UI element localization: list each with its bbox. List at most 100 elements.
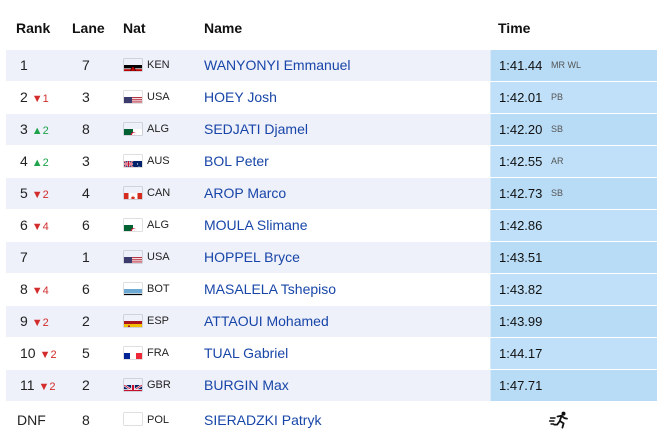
time-cell: 1:42.20 SB bbox=[490, 114, 657, 145]
nat-code: ESP bbox=[147, 315, 169, 327]
rank-cell: 9▼2 bbox=[20, 306, 68, 337]
time-value: 1:42.55 bbox=[499, 146, 542, 177]
athlete-name-link[interactable]: AROP Marco bbox=[204, 178, 484, 209]
time-cell: 1:42.55 AR bbox=[490, 146, 657, 177]
record-badge: AR bbox=[551, 146, 564, 177]
time-value: 1:43.82 bbox=[499, 274, 542, 305]
rank-cell: 7 bbox=[20, 242, 68, 273]
nat-cell: POL bbox=[124, 402, 194, 438]
nat-cell: USA bbox=[124, 82, 194, 113]
esp-flag-icon bbox=[124, 315, 142, 327]
athlete-name-link[interactable]: BOL Peter bbox=[204, 146, 484, 177]
rank-cell: 11▼2 bbox=[20, 370, 68, 401]
nat-header[interactable]: Nat bbox=[123, 20, 146, 36]
fra-flag-icon bbox=[124, 347, 142, 359]
time-cell: 1:43.51 bbox=[490, 242, 657, 273]
table-row[interactable]: 6▼4 6 ALG MOULA Slimane 1:42.86 bbox=[6, 210, 656, 242]
table-row[interactable]: 8 ▼4 6 BOT MASALELA Tshepiso 1:43.82 bbox=[6, 274, 656, 306]
results-table: Rank Lane Nat Name Time 1 7 KEN WANYONYI Em… bbox=[0, 0, 666, 429]
time-cell: 1:44.17 bbox=[490, 338, 657, 369]
rank-value: DNF bbox=[17, 402, 65, 438]
rank-change-indicator: ▼4 bbox=[32, 285, 49, 297]
name-header[interactable]: Name bbox=[204, 20, 242, 36]
table-row[interactable]: 10▼2 5 FRA TUAL Gabriel 1:44.17 bbox=[6, 338, 656, 370]
nat-cell: ALG bbox=[124, 210, 194, 241]
running-figure-icon bbox=[549, 402, 573, 438]
pol-flag-icon bbox=[124, 413, 142, 425]
athlete-name-link[interactable]: SIERADZKI Patryk bbox=[204, 402, 484, 438]
rank-value: 8 bbox=[20, 274, 28, 305]
lane-header[interactable]: Lane bbox=[72, 20, 105, 36]
time-value: 1:42.86 bbox=[499, 210, 542, 241]
lane-cell: 2 bbox=[82, 306, 102, 337]
nat-cell: BOT bbox=[124, 274, 194, 305]
aus-flag-icon bbox=[124, 155, 142, 167]
rank-value: 1 bbox=[20, 50, 28, 81]
rank-value: 2 bbox=[20, 82, 28, 113]
nat-code: BOT bbox=[147, 283, 170, 295]
rank-value: 5 bbox=[20, 178, 28, 209]
athlete-name-link[interactable]: WANYONYI Emmanuel bbox=[204, 50, 484, 81]
record-badge: SB bbox=[551, 178, 563, 209]
table-header: Rank Lane Nat Name Time bbox=[6, 8, 656, 48]
athlete-name-link[interactable]: BURGIN Max bbox=[204, 370, 484, 401]
time-header[interactable]: Time bbox=[498, 20, 530, 36]
time-cell: 1:43.99 bbox=[490, 306, 657, 337]
lane-cell: 6 bbox=[82, 210, 102, 241]
can-flag-icon bbox=[124, 187, 142, 199]
rank-value: 3 bbox=[20, 114, 28, 145]
nat-cell: AUS bbox=[124, 146, 194, 177]
usa-flag-icon bbox=[124, 91, 142, 103]
athlete-name-link[interactable]: HOEY Josh bbox=[204, 82, 484, 113]
athlete-name-link[interactable]: TUAL Gabriel bbox=[204, 338, 484, 369]
rank-cell: 2▼1 bbox=[20, 82, 68, 113]
nat-code: POL bbox=[147, 414, 169, 426]
nat-code: FRA bbox=[147, 347, 169, 359]
gbr-flag-icon bbox=[124, 379, 142, 391]
athlete-name-link[interactable]: HOPPEL Bryce bbox=[204, 242, 484, 273]
time-value: 1:43.51 bbox=[499, 242, 542, 273]
rank-header[interactable]: Rank bbox=[16, 20, 50, 36]
nat-code: KEN bbox=[147, 59, 170, 71]
time-value: 1:44.17 bbox=[499, 338, 542, 369]
lane-cell: 3 bbox=[82, 82, 102, 113]
rank-change-indicator: ▼2 bbox=[40, 349, 57, 361]
rank-cell: 1 bbox=[20, 50, 68, 81]
rank-cell: 5▼2 bbox=[20, 178, 68, 209]
rank-value: 4 bbox=[20, 146, 28, 177]
usa-flag-icon bbox=[124, 251, 142, 263]
nat-code: AUS bbox=[147, 155, 170, 167]
time-value: 1:42.73 bbox=[499, 178, 542, 209]
rank-change-indicator: ▼2 bbox=[39, 381, 56, 393]
lane-cell: 5 bbox=[82, 338, 102, 369]
rank-cell: 6▼4 bbox=[20, 210, 68, 241]
record-badge: SB bbox=[551, 114, 563, 145]
time-cell: 1:43.82 bbox=[490, 274, 657, 305]
bot-flag-icon bbox=[124, 283, 142, 295]
time-value: 1:47.71 bbox=[499, 370, 542, 401]
athlete-name-link[interactable]: MOULA Slimane bbox=[204, 210, 484, 241]
lane-cell: 6 bbox=[82, 274, 102, 305]
alg-flag-icon bbox=[124, 123, 142, 135]
time-value: 1:42.20 bbox=[499, 114, 542, 145]
nat-code: ALG bbox=[147, 123, 169, 135]
athlete-name-link[interactable]: SEDJATI Djamel bbox=[204, 114, 484, 145]
nat-cell: USA bbox=[124, 242, 194, 273]
time-value: 1:42.01 bbox=[499, 82, 542, 113]
nat-code: USA bbox=[147, 251, 170, 263]
ken-flag-icon bbox=[124, 59, 142, 71]
athlete-name-link[interactable]: ATTAOUI Mohamed bbox=[204, 306, 484, 337]
lane-cell: 3 bbox=[82, 146, 102, 177]
athlete-name-link[interactable]: MASALELA Tshepiso bbox=[204, 274, 484, 305]
rank-cell: 10▼2 bbox=[20, 338, 68, 369]
